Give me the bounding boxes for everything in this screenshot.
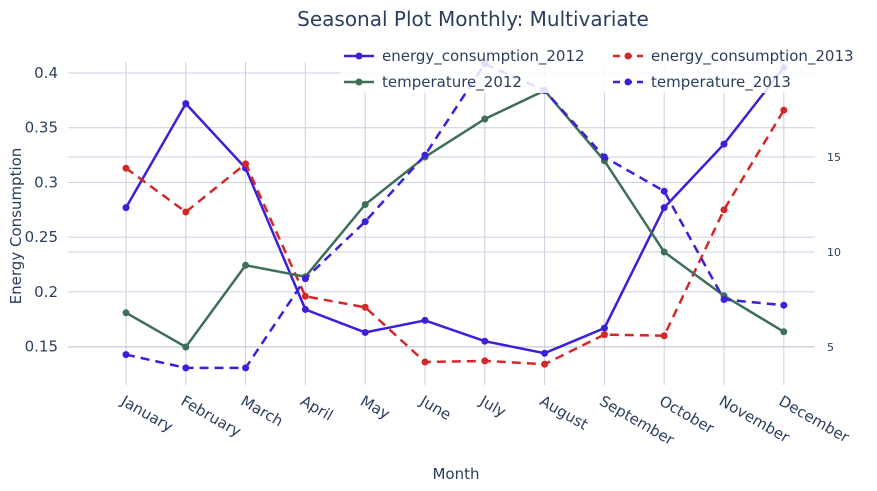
y-tick-label: 0.4 (34, 64, 58, 82)
legend-label: temperature_2012 (382, 73, 522, 92)
data-point (301, 275, 309, 283)
legend-label: temperature_2013 (651, 73, 791, 92)
data-point (780, 328, 788, 336)
data-point (182, 343, 190, 351)
legend-label: energy_consumption_2012 (382, 47, 585, 66)
y2-tick-label: 5 (827, 341, 834, 354)
data-point (541, 360, 549, 368)
series-temperature_2013 (122, 60, 788, 372)
legend-marker (624, 78, 632, 86)
data-point (720, 296, 728, 303)
data-point (541, 349, 549, 357)
data-point (481, 115, 489, 123)
data-point (301, 305, 309, 313)
legend: energy_consumption_2012 energy_consumptio… (340, 43, 854, 93)
legend-item-temperature_2013[interactable]: temperature_2013 (613, 73, 791, 92)
data-point (780, 301, 788, 309)
y-tick-label: 0.2 (34, 283, 58, 301)
data-point (421, 358, 429, 366)
data-point (182, 208, 190, 216)
data-point (720, 206, 728, 214)
data-point (301, 292, 309, 300)
x-tick-label: August (537, 392, 592, 434)
data-point (182, 364, 190, 372)
data-point (122, 309, 130, 317)
data-point (182, 100, 190, 108)
data-point (660, 187, 668, 195)
y-tick-label: 0.35 (25, 119, 58, 137)
legend-marker (624, 52, 632, 60)
y-tick-label: 0.15 (25, 338, 58, 356)
series-layer (122, 60, 788, 372)
data-point (421, 316, 429, 324)
x-tick-label: February (178, 392, 245, 441)
data-point (361, 303, 369, 311)
data-point (660, 204, 668, 212)
legend-marker (355, 52, 363, 60)
x-tick-label: July (476, 391, 509, 421)
data-point (361, 328, 369, 336)
x-tick-label: June (416, 391, 454, 423)
legend-background (340, 43, 840, 93)
legend-item-energy_consumption_2012[interactable]: energy_consumption_2012 (344, 47, 585, 66)
data-point (361, 201, 369, 208)
series-line (124, 66, 785, 355)
legend-item-energy_consumption_2013[interactable]: energy_consumption_2013 (613, 47, 854, 66)
data-point (481, 337, 489, 345)
x-tick-label: March (238, 392, 287, 430)
x-tick-label: April (297, 392, 336, 425)
legend-marker (355, 78, 363, 86)
series-line (125, 62, 784, 370)
series-energy_consumption_2013 (122, 106, 788, 368)
data-point (600, 324, 608, 332)
data-point (242, 160, 250, 168)
series-line (125, 88, 785, 349)
data-point (122, 204, 130, 212)
axis-layer: 0.15 0.2 0.25 0.3 0.35 0.4 5 10 15 January Februar… (25, 64, 853, 449)
chart-title: Seasonal Plot Monthly: Multivariate (297, 7, 649, 31)
data-point (122, 351, 130, 359)
y2-tick-label: 10 (827, 246, 841, 259)
x-tick-label: January (117, 391, 176, 436)
y-axis-title: Energy Consumption (7, 148, 25, 305)
data-point (660, 248, 668, 256)
data-point (122, 164, 130, 172)
legend-label: energy_consumption_2013 (651, 47, 854, 66)
series-line (125, 109, 785, 366)
data-point (660, 332, 668, 340)
data-point (242, 261, 250, 269)
y-tick-label: 0.25 (25, 228, 58, 246)
grid-layer (68, 62, 815, 385)
y-tick-label: 0.3 (34, 173, 58, 191)
x-axis-title: Month (432, 465, 479, 483)
data-point (720, 140, 728, 148)
data-point (780, 106, 788, 114)
data-point (421, 151, 429, 159)
series-temperature_2012 (122, 87, 788, 351)
y2-tick-label: 15 (827, 151, 841, 164)
data-point (600, 331, 608, 339)
legend-item-temperature_2012[interactable]: temperature_2012 (344, 73, 522, 92)
data-point (600, 153, 608, 161)
data-point (481, 357, 489, 365)
x-tick-label: May (357, 392, 393, 423)
data-point (361, 218, 369, 226)
data-point (242, 364, 250, 372)
